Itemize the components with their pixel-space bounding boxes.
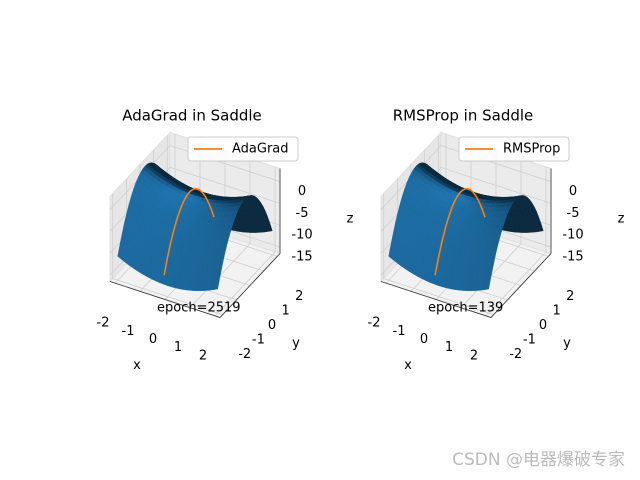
- y-tick-label: 1: [552, 303, 560, 318]
- legend-label: AdaGrad: [232, 142, 289, 157]
- z-tick-label: -15: [562, 249, 583, 264]
- y-tick-label: -1: [252, 333, 265, 348]
- y-tick-label: 0: [268, 318, 276, 333]
- grid-line: [214, 166, 276, 317]
- trajectory: [163, 187, 215, 276]
- z-axis-label: z: [347, 212, 354, 227]
- x-axis-label: x: [404, 358, 412, 373]
- z-axis-label: z: [618, 212, 625, 227]
- x-tick-label: -2: [97, 316, 110, 331]
- legend-label: RMSProp: [503, 142, 560, 157]
- x-tick-label: -2: [368, 316, 381, 331]
- y-tick-label: 1: [281, 303, 289, 318]
- grid-line: [112, 193, 223, 315]
- grid-line: [383, 193, 494, 315]
- y-tick-label: -1: [523, 333, 536, 348]
- x-tick-label: 1: [174, 340, 182, 355]
- trajectory: [434, 187, 486, 276]
- y-tick-label: 0: [539, 318, 547, 333]
- y-axis-label: y: [292, 336, 300, 351]
- z-tick-label: -10: [562, 228, 583, 243]
- y-axis-label: y: [563, 336, 571, 351]
- annotation: epoch=139: [428, 301, 503, 316]
- z-tick-label: -5: [296, 206, 309, 221]
- x-axis-label: x: [133, 358, 141, 373]
- z-tick-label: -15: [291, 249, 312, 264]
- x-tick-label: 0: [420, 332, 428, 347]
- y-tick-label: -2: [509, 347, 522, 362]
- x-tick-label: 2: [199, 348, 207, 363]
- annotation: epoch=2519: [157, 301, 241, 316]
- y-tick-label: 2: [295, 289, 303, 304]
- axis-line: [109, 253, 281, 318]
- z-tick-label: 0: [298, 184, 306, 199]
- surface-patch: [213, 276, 221, 290]
- chart-title: AdaGrad in Saddle: [122, 107, 262, 125]
- z-tick-label: -5: [567, 206, 580, 221]
- grid-line: [485, 166, 547, 317]
- z-tick-label: -10: [291, 228, 312, 243]
- grid-line: [380, 145, 552, 210]
- axis-line: [380, 253, 552, 318]
- chart-title: RMSProp in Saddle: [393, 107, 534, 125]
- x-tick-label: 2: [470, 348, 478, 363]
- x-tick-label: -1: [122, 324, 135, 339]
- y-tick-label: -2: [238, 347, 251, 362]
- watermark: CSDN @电器爆破专家: [452, 450, 625, 470]
- grid-line: [109, 145, 281, 210]
- legend-box: [187, 136, 299, 162]
- x-tick-label: -1: [393, 324, 406, 339]
- legend-box: [458, 136, 570, 162]
- surface-patch: [484, 276, 492, 290]
- x-tick-label: 1: [445, 340, 453, 355]
- z-tick-label: 0: [569, 184, 577, 199]
- y-tick-label: 2: [566, 289, 574, 304]
- x-tick-label: 0: [149, 332, 157, 347]
